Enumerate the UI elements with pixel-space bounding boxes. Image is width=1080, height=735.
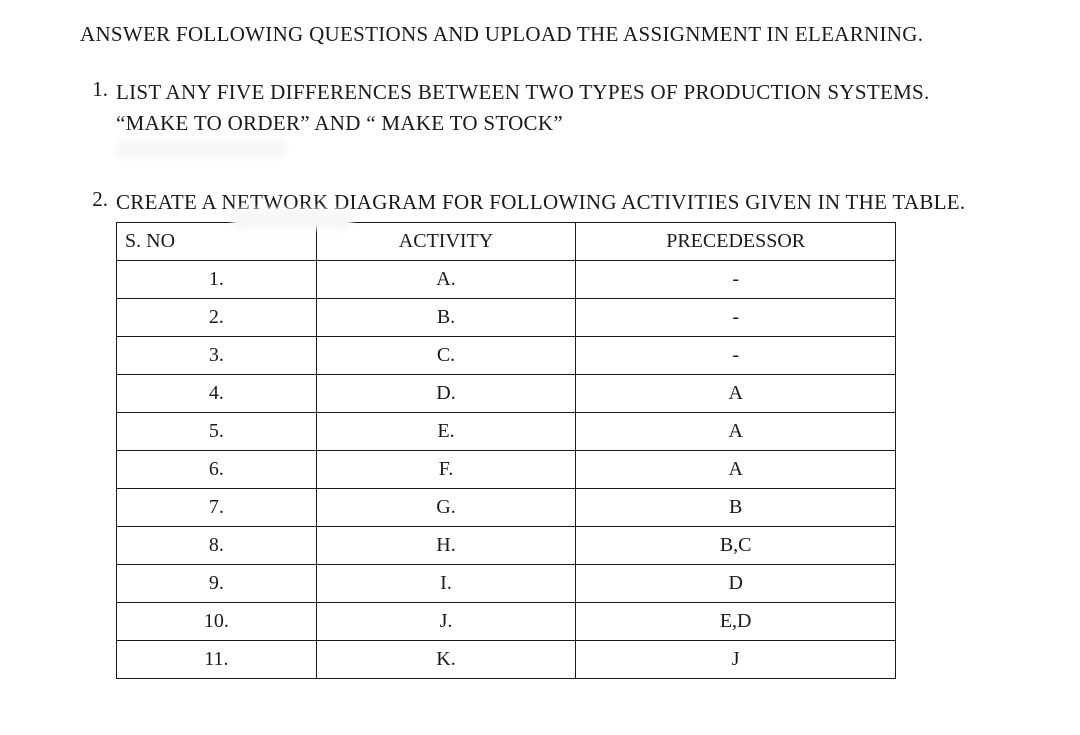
cell-activity: K. [316,640,576,678]
cell-predecessor: B,C [576,526,896,564]
cell-sno: 3. [117,336,317,374]
question-1-text: LIST ANY FIVE DIFFERENCES BETWEEN TWO TY… [116,77,1000,138]
cell-activity: C. [316,336,576,374]
cell-sno: 11. [117,640,317,678]
question-2-block: 2. CREATE A NETWORK DIAGRAM FOR FOLLOWIN… [80,187,1000,678]
question-2-number: 2. [80,187,116,212]
cell-sno: 6. [117,450,317,488]
cell-predecessor: A [576,374,896,412]
cell-sno: 5. [117,412,317,450]
cell-predecessor: E,D [576,602,896,640]
cell-activity: E. [316,412,576,450]
cell-predecessor: - [576,336,896,374]
erased-area-1 [80,140,1000,163]
cell-predecessor: - [576,298,896,336]
table-row: 7.G.B [117,488,896,526]
table-body: 1.A.-2.B.-3.C.-4.D.A5.E.A6.F.A7.G.B8.H.B… [117,260,896,678]
erased-area-2 [232,209,352,229]
cell-activity: F. [316,450,576,488]
cell-sno: 1. [117,260,317,298]
question-1-block: 1. LIST ANY FIVE DIFFERENCES BETWEEN TWO… [80,77,1000,163]
table-row: 9.I.D [117,564,896,602]
table-row: 4.D.A [117,374,896,412]
cell-predecessor: J [576,640,896,678]
question-2-text: CREATE A NETWORK DIAGRAM FOR FOLLOWING A… [116,187,965,217]
cell-predecessor: A [576,412,896,450]
activity-table: S. NO ACTIVITY PRECEDESSOR 1.A.-2.B.-3.C… [116,222,896,679]
table-header-row: S. NO ACTIVITY PRECEDESSOR [117,222,896,260]
table-row: 3.C.- [117,336,896,374]
cell-activity: H. [316,526,576,564]
assignment-intro: ANSWER FOLLOWING QUESTIONS AND UPLOAD TH… [80,20,1000,49]
table-row: 2.B.- [117,298,896,336]
cell-predecessor: D [576,564,896,602]
cell-activity: B. [316,298,576,336]
cell-activity: G. [316,488,576,526]
cell-activity: D. [316,374,576,412]
table-row: 6.F.A [117,450,896,488]
cell-sno: 10. [117,602,317,640]
question-1-number: 1. [80,77,116,102]
header-predecessor: PRECEDESSOR [576,222,896,260]
cell-sno: 8. [117,526,317,564]
header-activity: ACTIVITY [316,222,576,260]
cell-predecessor: - [576,260,896,298]
table-row: 1.A.- [117,260,896,298]
cell-predecessor: B [576,488,896,526]
cell-sno: 4. [117,374,317,412]
table-row: 11.K.J [117,640,896,678]
cell-activity: I. [316,564,576,602]
cell-sno: 9. [117,564,317,602]
table-row: 10.J.E,D [117,602,896,640]
cell-sno: 2. [117,298,317,336]
table-row: 5.E.A [117,412,896,450]
cell-sno: 7. [117,488,317,526]
cell-activity: J. [316,602,576,640]
cell-activity: A. [316,260,576,298]
cell-predecessor: A [576,450,896,488]
table-row: 8.H.B,C [117,526,896,564]
